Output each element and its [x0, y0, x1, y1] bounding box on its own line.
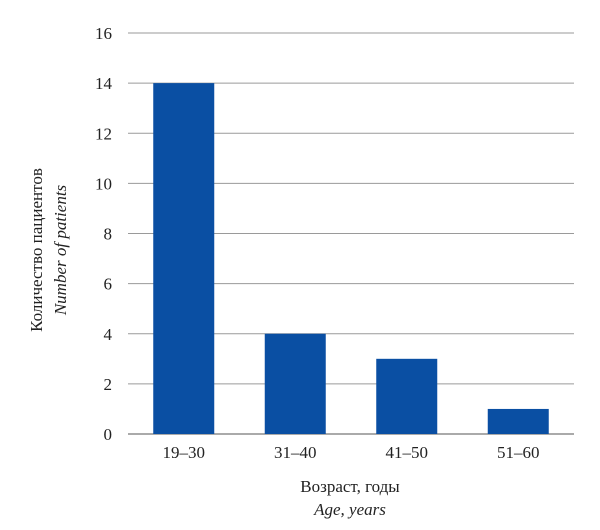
- y-tick-label: 12: [95, 124, 112, 143]
- x-tick-labels: 19–30 31–40 41–50 51–60: [163, 443, 540, 462]
- bars: [153, 83, 549, 434]
- y-tick-label: 0: [104, 425, 113, 444]
- y-tick-label: 8: [104, 225, 113, 244]
- y-tick-labels: 0 2 4 6 8 10 12 14 16: [95, 24, 113, 444]
- y-axis-label: Количество пациентов: [27, 168, 46, 332]
- x-axis-label: Возраст, годы: [300, 477, 400, 496]
- y-tick-label: 14: [95, 74, 113, 93]
- x-tick-label: 31–40: [274, 443, 317, 462]
- x-tick-label: 51–60: [497, 443, 540, 462]
- y-tick-label: 4: [104, 325, 113, 344]
- x-tick-label: 41–50: [386, 443, 429, 462]
- y-tick-label: 2: [104, 375, 113, 394]
- y-tick-label: 16: [95, 24, 112, 43]
- bar: [264, 333, 326, 434]
- x-tick-label: 19–30: [163, 443, 206, 462]
- bar: [376, 358, 438, 434]
- x-axis-label-english: Age, years: [313, 500, 386, 519]
- y-tick-label: 10: [95, 174, 112, 193]
- y-tick-label: 6: [104, 275, 113, 294]
- y-axis-label-english: Number of patients: [51, 184, 70, 316]
- bar: [153, 83, 215, 434]
- bar: [487, 408, 549, 434]
